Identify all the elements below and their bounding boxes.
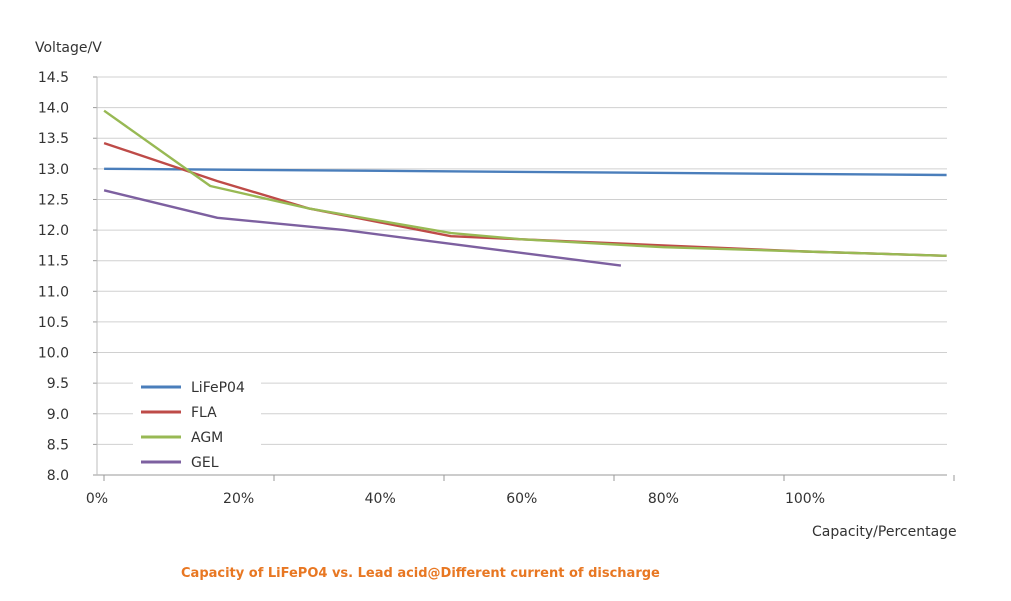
y-tick-label-12.5: 12.5 xyxy=(38,192,69,208)
y-axis-label: Voltage/V xyxy=(35,40,102,56)
legend-label-lifep04: LiFeP04 xyxy=(191,380,245,396)
series-line-agm xyxy=(103,109,947,257)
y-tick-label-10.5: 10.5 xyxy=(38,315,69,331)
x-tick-label-20: 20% xyxy=(223,491,254,507)
series-line-gel xyxy=(103,189,622,267)
legend-label-fla: FLA xyxy=(191,405,217,421)
y-tick-label-9.5: 9.5 xyxy=(47,376,69,392)
y-tick-label-10.0: 10.0 xyxy=(38,346,69,362)
legend-label-agm: AGM xyxy=(191,430,223,446)
legend-label-gel: GEL xyxy=(191,455,219,471)
x-tick-label-40: 40% xyxy=(365,491,396,507)
x-tick-label-80: 80% xyxy=(648,491,679,507)
y-tick-label-12.0: 12.0 xyxy=(38,223,69,239)
chart-caption: Capacity of LiFePO4 vs. Lead acid@Differ… xyxy=(181,566,660,581)
y-tick-label-8.5: 8.5 xyxy=(47,437,69,453)
x-tick-label-0: 0% xyxy=(86,491,108,507)
y-tick-label-14.5: 14.5 xyxy=(38,70,69,86)
series-line-lifep04 xyxy=(104,167,947,177)
y-tick-label-11.5: 11.5 xyxy=(38,254,69,270)
y-tick-label-14.0: 14.0 xyxy=(38,101,69,117)
x-tick-label-100: 100% xyxy=(785,491,825,507)
y-tick-label-13.5: 13.5 xyxy=(38,131,69,147)
y-tick-label-13.0: 13.0 xyxy=(38,162,69,178)
x-tick-label-60: 60% xyxy=(506,491,537,507)
y-tick-label-11.0: 11.0 xyxy=(38,284,69,300)
y-tick-label-8.0: 8.0 xyxy=(47,468,69,484)
y-tick-label-9.0: 9.0 xyxy=(47,407,69,423)
legend-box xyxy=(133,373,261,473)
x-axis-label: Capacity/Percentage xyxy=(812,524,957,540)
